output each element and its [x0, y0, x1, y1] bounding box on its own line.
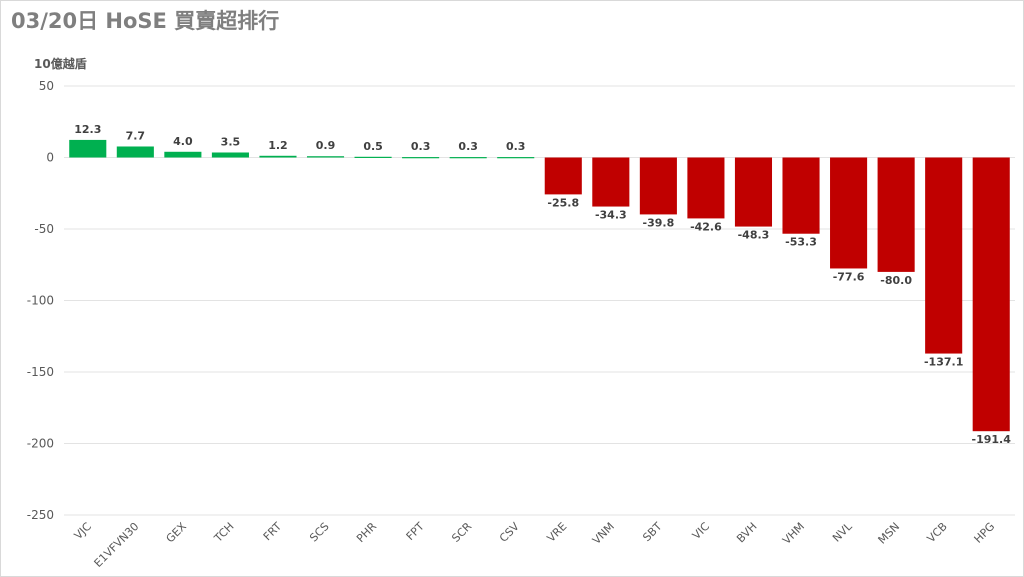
data-label: -48.3 — [738, 229, 770, 242]
x-tick-label: SBT — [640, 520, 664, 544]
data-labels: 12.3 7.7 4.0 3.5 1.2 0.9 0.5 0.3 0.3 0.3 -25.8 -34.… — [74, 123, 1011, 446]
y-tick-label: 0 — [46, 151, 54, 165]
y-tick-label: -50 — [34, 222, 54, 236]
x-tick-label: VRE — [545, 520, 570, 545]
bar — [69, 139, 107, 158]
data-label: -25.8 — [547, 196, 579, 209]
bar — [164, 151, 202, 158]
x-tick-label: VJC — [72, 520, 94, 542]
x-tick-label: VHM — [780, 520, 807, 547]
y-tick-label: -250 — [27, 508, 54, 522]
bar — [592, 157, 630, 207]
bar — [306, 156, 345, 158]
data-label: -53.3 — [785, 236, 817, 249]
x-tick-label: TCH — [211, 520, 236, 545]
x-tick-label: PHR — [354, 520, 379, 545]
data-label: 4.0 — [173, 135, 193, 148]
data-label: -137.1 — [924, 356, 963, 369]
data-label: 0.9 — [316, 139, 336, 152]
x-tick-label: E1VFVN30 — [92, 520, 142, 570]
data-label: 0.3 — [411, 140, 431, 153]
x-tick-label: VNM — [590, 520, 617, 547]
data-label: -77.6 — [833, 270, 865, 283]
data-label: -42.6 — [690, 220, 722, 233]
y-axis-unit-label: 10億越盾 — [34, 57, 87, 71]
bar — [497, 157, 535, 159]
bar — [259, 155, 297, 158]
x-tick-label: HPG — [972, 520, 998, 546]
bar — [877, 157, 915, 272]
data-label: 1.2 — [268, 139, 288, 152]
bar — [782, 157, 820, 234]
data-label: 3.5 — [221, 135, 241, 148]
data-label: 0.5 — [363, 140, 383, 153]
bar — [211, 152, 249, 158]
x-tick-label: FPT — [404, 520, 427, 543]
data-label: 7.7 — [126, 129, 146, 142]
gridlines — [64, 85, 1015, 516]
y-axis-ticks: 50 0 -50 -100 -150 -200 -250 — [27, 79, 54, 522]
x-tick-label: CSV — [497, 520, 522, 545]
data-label: -80.0 — [880, 274, 912, 287]
chart-title: 03/20日 HoSE 買賣超排行 — [11, 9, 280, 33]
data-label: -191.4 — [972, 433, 1012, 446]
bar — [830, 157, 868, 269]
y-tick-label: -150 — [27, 365, 54, 379]
bar — [687, 157, 725, 219]
x-tick-label: FRT — [261, 520, 284, 543]
bars — [69, 139, 1010, 432]
data-label: 0.3 — [458, 140, 478, 153]
y-tick-label: -200 — [27, 437, 54, 451]
data-label: -39.8 — [643, 216, 675, 229]
data-label: -34.3 — [595, 209, 627, 222]
bar — [734, 157, 773, 227]
x-tick-label: MSN — [876, 520, 903, 547]
bar — [544, 157, 582, 195]
bar — [116, 146, 154, 158]
data-label: 12.3 — [74, 123, 101, 136]
x-tick-label: SCR — [449, 520, 474, 545]
bar — [402, 157, 440, 159]
bar — [972, 157, 1010, 432]
y-tick-label: -100 — [27, 294, 54, 308]
x-tick-label: SCS — [307, 520, 332, 545]
bar — [925, 157, 963, 354]
x-tick-label: VIC — [690, 520, 712, 542]
x-tick-label: NVL — [830, 519, 855, 544]
data-label: 0.3 — [506, 140, 526, 153]
bar — [639, 157, 677, 215]
x-tick-label: BVH — [734, 520, 759, 545]
x-tick-label: VCB — [925, 520, 950, 545]
y-tick-label: 50 — [39, 79, 54, 93]
bar — [449, 157, 487, 159]
x-tick-label: GEX — [164, 520, 190, 546]
bar — [354, 156, 392, 158]
